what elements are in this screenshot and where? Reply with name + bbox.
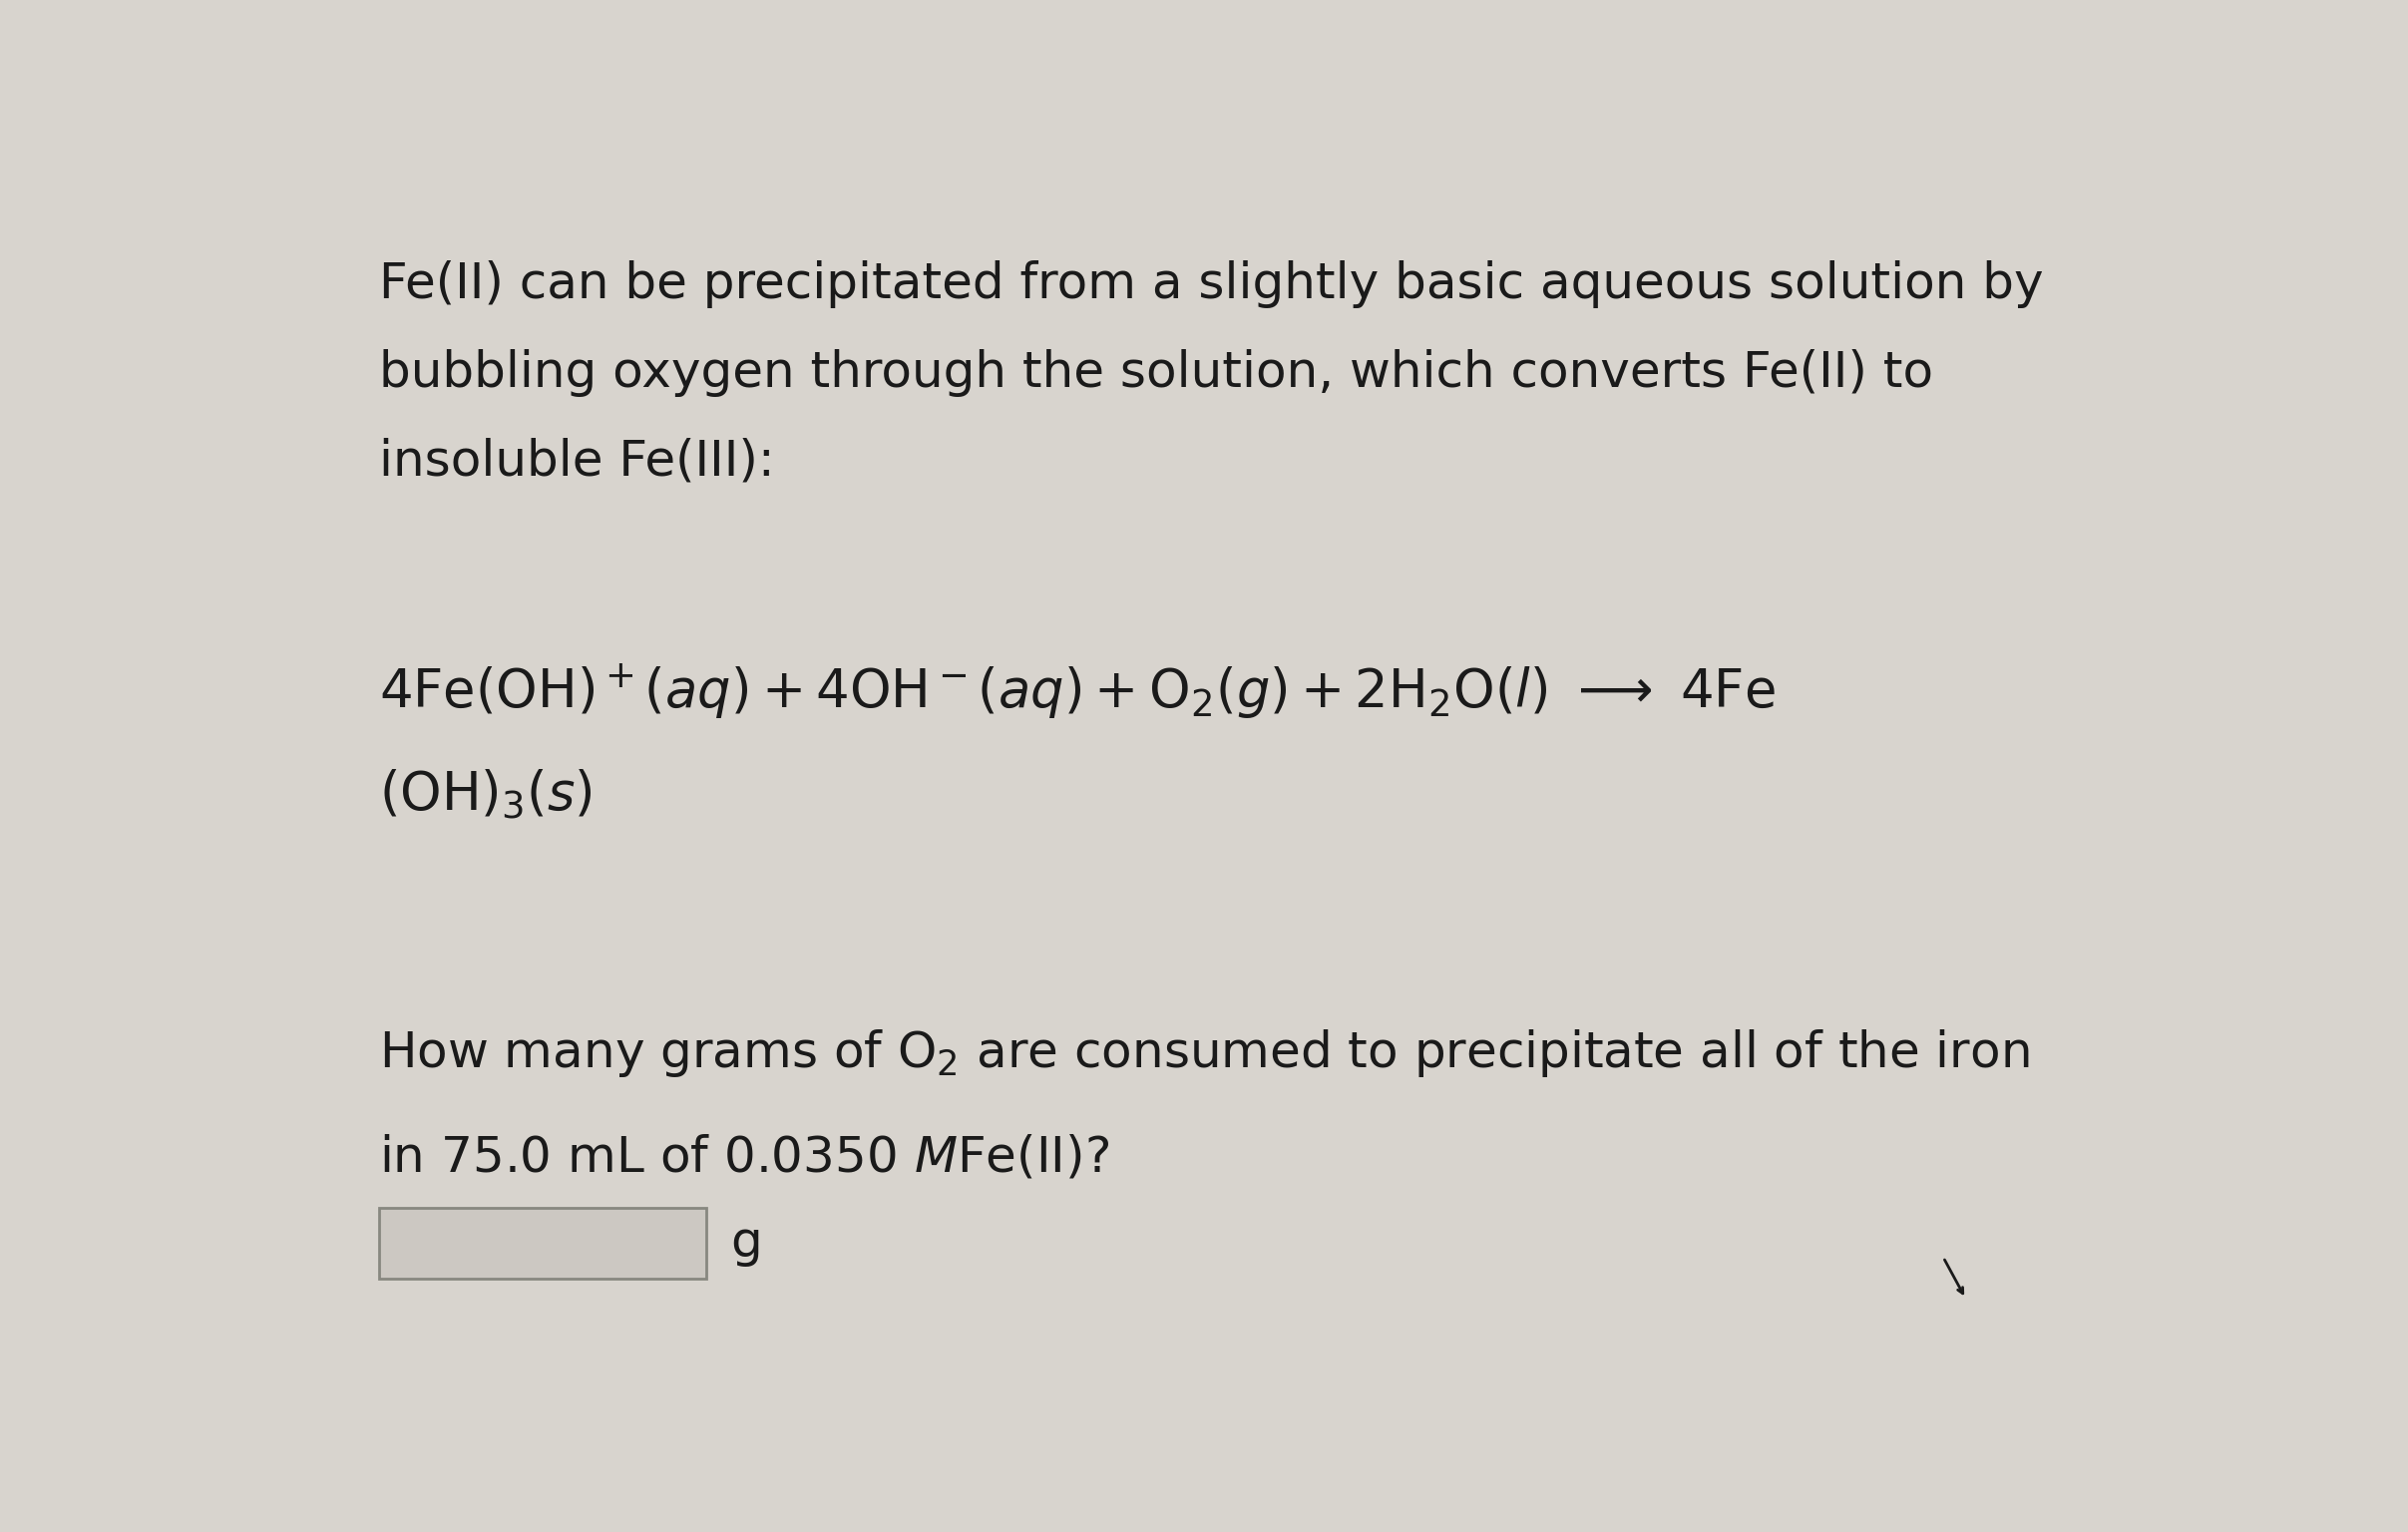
Text: in 75.0 mL of 0.0350 $\mathit{M}$Fe(II)?: in 75.0 mL of 0.0350 $\mathit{M}$Fe(II)? <box>380 1134 1110 1181</box>
Text: $\mathregular{(OH)_3(}$$\mathit{s}$$\mathregular{)}$: $\mathregular{(OH)_3(}$$\mathit{s}$$\mat… <box>380 768 592 821</box>
Bar <box>380 1207 706 1279</box>
Text: Fe(II) can be precipitated from a slightly basic aqueous solution by: Fe(II) can be precipitated from a slight… <box>380 260 2044 308</box>
Text: g: g <box>730 1219 761 1267</box>
Text: How many grams of O$_2$ are consumed to precipitate all of the iron: How many grams of O$_2$ are consumed to … <box>380 1028 2030 1079</box>
Text: bubbling oxygen through the solution, which converts Fe(II) to: bubbling oxygen through the solution, wh… <box>380 349 1934 397</box>
Text: insoluble Fe(III):: insoluble Fe(III): <box>380 438 775 486</box>
Text: $\mathregular{4Fe(OH)^+(}$$\mathit{aq}$$\mathregular{) + 4OH^-(}$$\mathit{aq}$$\: $\mathregular{4Fe(OH)^+(}$$\mathit{aq}$$… <box>380 662 1775 722</box>
